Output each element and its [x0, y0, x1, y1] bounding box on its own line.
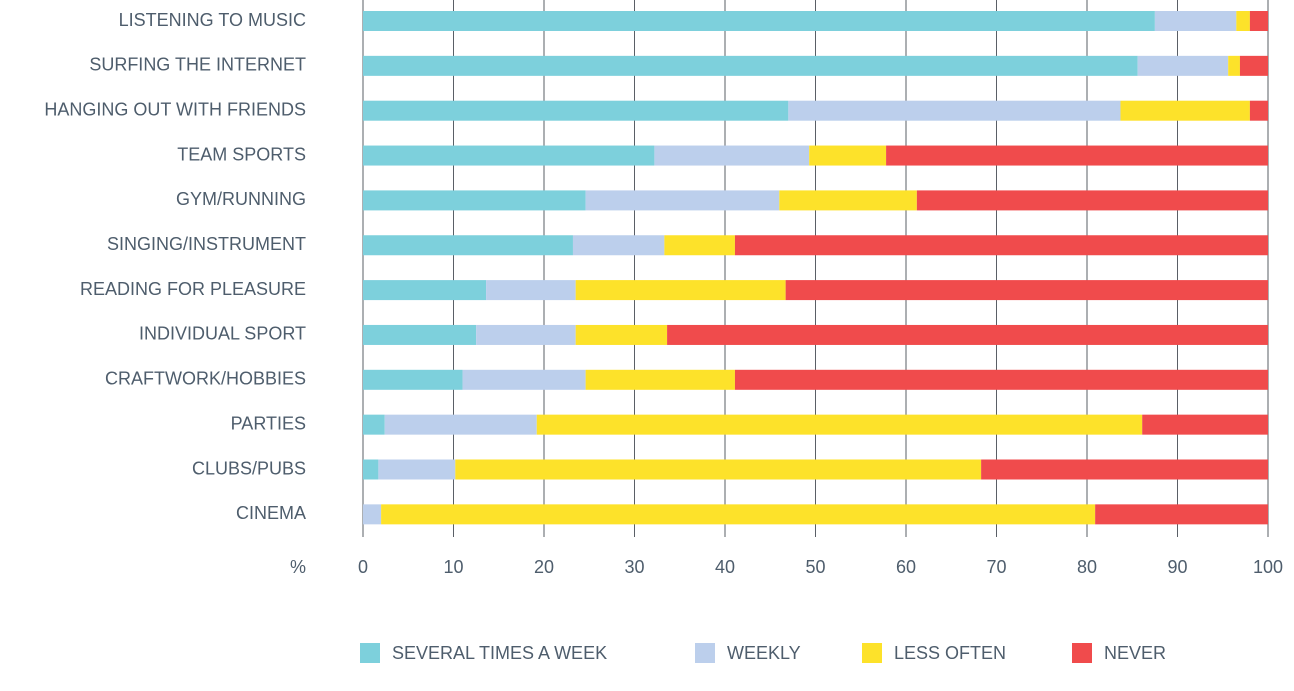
bar-segment — [981, 459, 1268, 480]
bar-segment — [1249, 11, 1268, 31]
bar-segment — [585, 369, 735, 390]
x-axis-label: % — [290, 557, 306, 577]
y-tick-label: HANGING OUT WITH FRIENDS — [44, 99, 306, 119]
legend-label: WEEKLY — [727, 643, 801, 663]
bar-segment — [654, 145, 810, 166]
y-tick-label: SURFING THE INTERNET — [89, 55, 306, 75]
bar-segment — [779, 190, 917, 211]
bar-segment — [363, 55, 1138, 76]
y-tick-label: GYM/RUNNING — [176, 189, 306, 209]
bar-segment — [572, 235, 665, 256]
bar-segment — [363, 504, 382, 525]
x-tick-label: 20 — [534, 557, 554, 577]
legend-swatch — [695, 643, 715, 663]
y-tick-label: CLUBS/PUBS — [192, 458, 306, 478]
y-tick-label: LISTENING TO MUSIC — [119, 10, 306, 30]
bar-segment — [462, 369, 586, 390]
bar-segment — [455, 459, 982, 480]
bar-segment — [363, 235, 573, 256]
y-tick-label: INDIVIDUAL SPORT — [139, 324, 306, 344]
x-tick-label: 70 — [986, 557, 1006, 577]
bar-segment — [1120, 100, 1250, 121]
x-tick-label: 50 — [805, 557, 825, 577]
y-tick-label: CINEMA — [236, 503, 306, 523]
bar-segment — [575, 324, 668, 345]
x-tick-label: 60 — [896, 557, 916, 577]
bar-segment — [785, 280, 1268, 301]
bar-segment — [734, 369, 1268, 390]
legend-swatch — [862, 643, 882, 663]
bar-segment — [363, 414, 385, 435]
bar-segment — [363, 324, 477, 345]
y-tick-label: TEAM SPORTS — [177, 144, 306, 164]
bar-segment — [886, 145, 1268, 166]
bar-segment — [363, 100, 789, 121]
x-tick-label: 90 — [1167, 557, 1187, 577]
bar-segment — [1249, 100, 1268, 121]
x-tick-label: 80 — [1077, 557, 1097, 577]
legend-swatch — [360, 643, 380, 663]
bar-segment — [1137, 55, 1229, 76]
bar-segment — [1095, 504, 1268, 525]
bar-segment — [916, 190, 1268, 211]
bar-segment — [809, 145, 887, 166]
legend-label: NEVER — [1104, 643, 1166, 663]
y-tick-label: READING FOR PLEASURE — [80, 279, 306, 299]
bar-segment — [363, 369, 463, 390]
bar-segment — [486, 280, 576, 301]
bar-segment — [363, 459, 379, 480]
x-tick-label: 30 — [624, 557, 644, 577]
bar-segment — [575, 280, 786, 301]
x-tick-label: 100 — [1253, 557, 1283, 577]
bar-segment — [788, 100, 1121, 121]
bar-segment — [384, 414, 537, 435]
x-tick-label: 40 — [715, 557, 735, 577]
legend-swatch — [1072, 643, 1092, 663]
x-tick-label: 10 — [443, 557, 463, 577]
bar-segment — [1228, 55, 1240, 76]
bar-segment — [363, 11, 1155, 31]
legend-label: LESS OFTEN — [894, 643, 1006, 663]
bar-segment — [585, 190, 780, 211]
y-tick-label: SINGING/INSTRUMENT — [107, 234, 306, 254]
bar-segment — [734, 235, 1268, 256]
bar-segment — [363, 280, 487, 301]
bar-segment — [667, 324, 1268, 345]
bar-segment — [363, 190, 586, 211]
bar-segment — [381, 504, 1096, 525]
bar-segment — [476, 324, 576, 345]
bar-segment — [1236, 11, 1250, 31]
bar-segment — [1154, 11, 1237, 31]
y-tick-label: CRAFTWORK/HOBBIES — [105, 369, 306, 389]
bar-segment — [536, 414, 1143, 435]
bar-segment — [1239, 55, 1268, 76]
bar-segment — [363, 145, 655, 166]
bar-segment — [664, 235, 735, 256]
legend-label: SEVERAL TIMES A WEEK — [392, 643, 607, 663]
bar-segment — [378, 459, 456, 480]
x-tick-label: 0 — [358, 557, 368, 577]
bar-segment — [1142, 414, 1268, 435]
y-tick-label: PARTIES — [231, 413, 306, 433]
